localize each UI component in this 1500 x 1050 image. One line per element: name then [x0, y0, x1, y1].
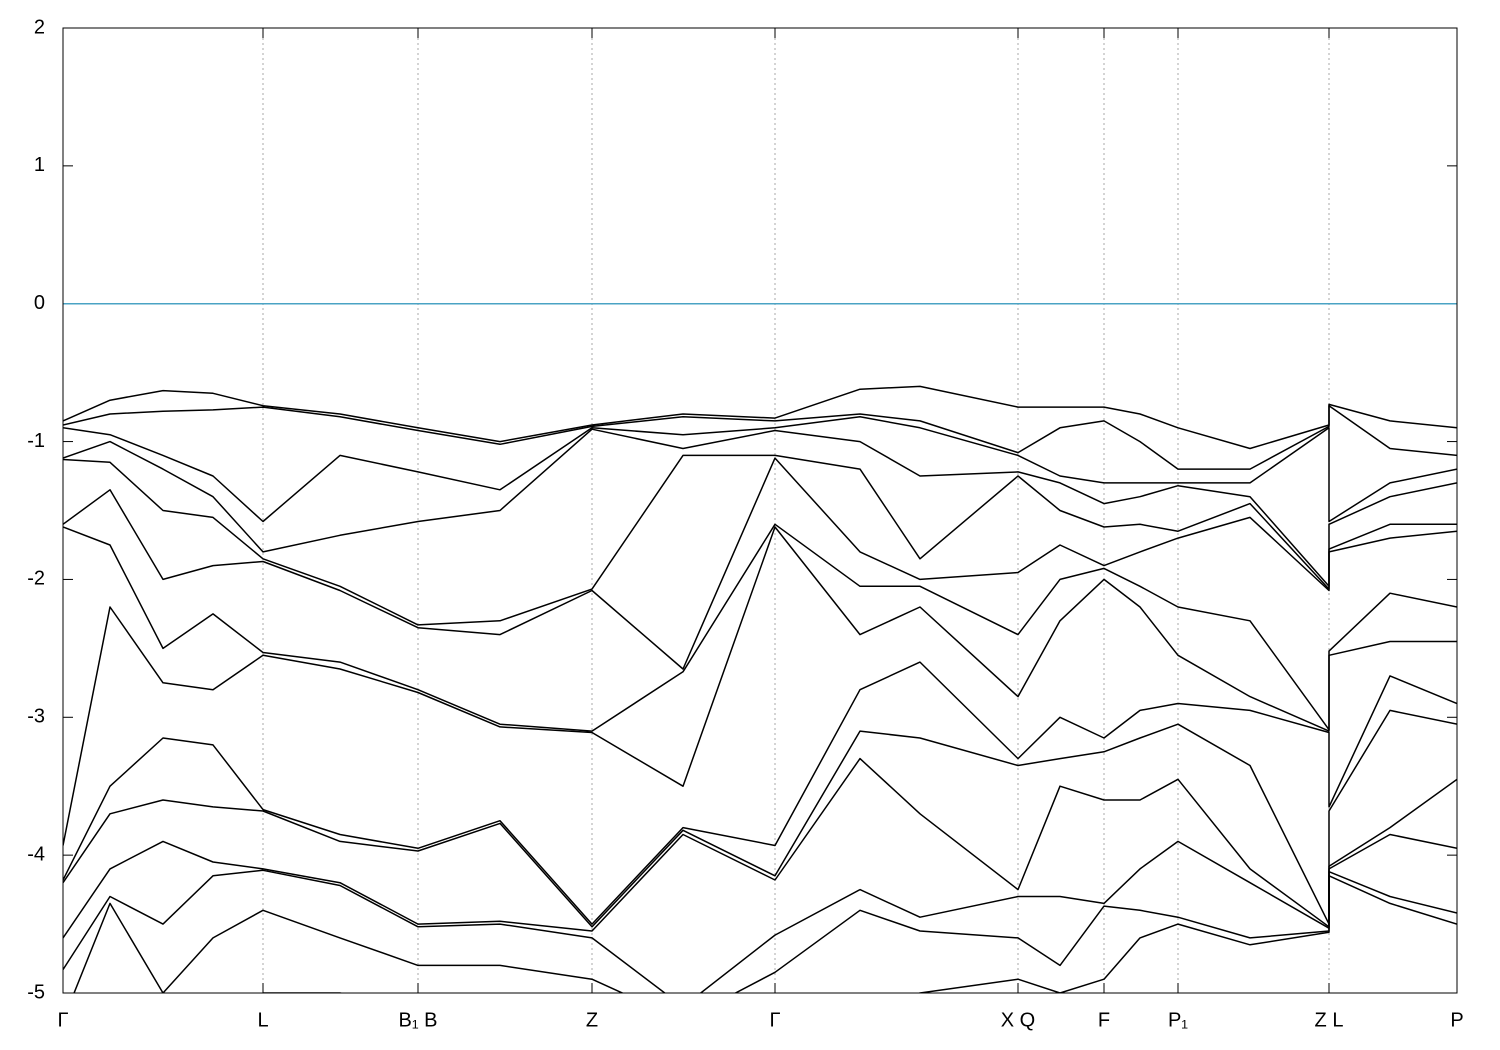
band-line: [63, 454, 1457, 626]
y-tick-label: -3: [27, 706, 45, 728]
band-line: [63, 757, 1457, 939]
band-line: [261, 875, 1457, 993]
band-line: [63, 709, 1457, 928]
bands: [63, 302, 1457, 993]
x-tick-label: P₁: [1168, 1009, 1188, 1031]
y-tick-label: 0: [34, 292, 45, 314]
y-tick-label: -2: [27, 568, 45, 590]
y-tick-label: 2: [34, 16, 45, 38]
y-tick-label: -4: [27, 843, 45, 865]
band-line: [63, 416, 1457, 523]
band-line: [63, 428, 1457, 588]
x-tick-label: Γ: [57, 1009, 68, 1031]
x-tick-label: Z: [586, 1009, 598, 1031]
labels: -5 -4 -3 -2 -1 0 1 2 Γ L B₁ B Z Γ X Q F P₁ Z L P: [27, 16, 1463, 1031]
y-tick-label: 1: [34, 154, 45, 176]
x-tick-label: L: [257, 1009, 268, 1031]
band-line: [63, 523, 1457, 732]
band-line: [63, 661, 1457, 925]
band-line: [63, 833, 1457, 993]
x-tick-label: Γ: [769, 1009, 780, 1031]
x-tick-label: F: [1098, 1009, 1110, 1031]
x-tick-label: B₁ B: [399, 1009, 438, 1031]
band-line: [63, 385, 1457, 450]
y-tick-label: -5: [27, 981, 45, 1003]
band-line: [73, 870, 1457, 993]
x-tick-label: Z L: [1315, 1009, 1344, 1031]
plot-frame: [62, 27, 1458, 994]
x-tick-label: X Q: [1001, 1009, 1035, 1031]
grid: [62, 27, 1458, 994]
band-line: [63, 404, 1457, 470]
band-line: [63, 526, 1457, 846]
x-tick-label: P: [1450, 1009, 1463, 1031]
band-line: [63, 457, 1457, 670]
y-tick-label: -1: [27, 430, 45, 452]
